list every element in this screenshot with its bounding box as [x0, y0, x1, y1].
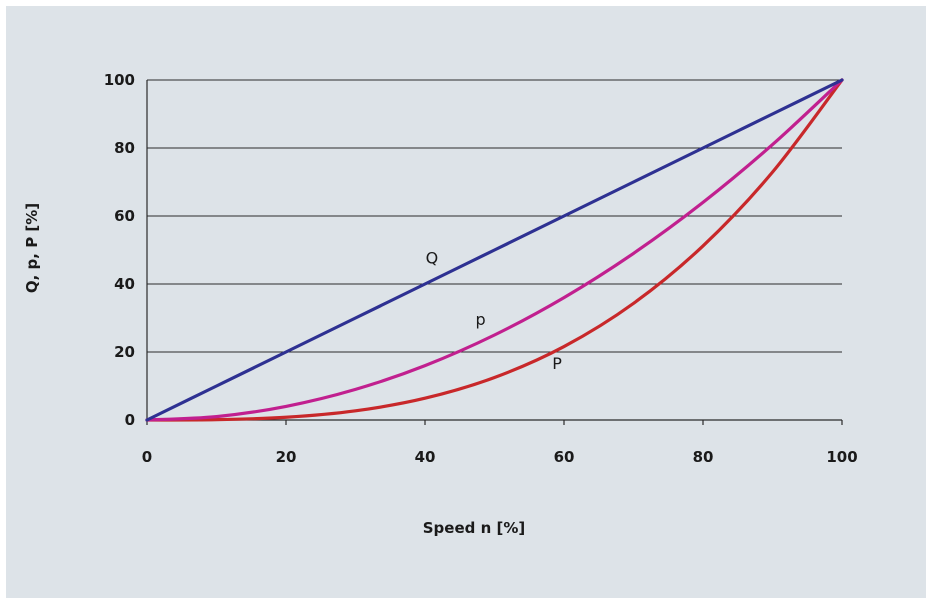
series-line-Q [145, 78, 844, 422]
x-tick-label-80: 80 [693, 448, 714, 466]
tick-labels: 0 20 40 60 80 100 0 20 40 60 80 100 [104, 71, 858, 466]
y-tick-label-0: 0 [125, 411, 135, 429]
line-chart: 0 20 40 60 80 100 0 20 40 60 80 100 Qp P Speed n [%]… [23, 71, 858, 537]
x-axis-title: Speed n [%] [423, 519, 526, 537]
y-tick-label-40: 40 [114, 275, 135, 293]
series-lines [145, 78, 844, 422]
curve-label-Q: Q [426, 249, 439, 268]
y-tick-label-60: 60 [114, 207, 135, 225]
curve-label-P: P [552, 354, 562, 373]
y-tick-label-20: 20 [114, 343, 135, 361]
x-tick-label-0: 0 [142, 448, 152, 466]
x-tick-label-60: 60 [554, 448, 575, 466]
series-line-p [145, 78, 844, 422]
curve-labels: Qp P [426, 249, 563, 373]
x-tick-label-20: 20 [276, 448, 297, 466]
x-tick-label-100: 100 [826, 448, 857, 466]
y-tick-label-80: 80 [114, 139, 135, 157]
curve-label-p: p [476, 310, 486, 329]
series-line-P [145, 78, 844, 422]
y-axis-title: Q, p, P [%] [23, 203, 41, 293]
x-tick-label-40: 40 [415, 448, 436, 466]
grid-lines [147, 79, 842, 353]
y-tick-label-100: 100 [104, 71, 135, 89]
